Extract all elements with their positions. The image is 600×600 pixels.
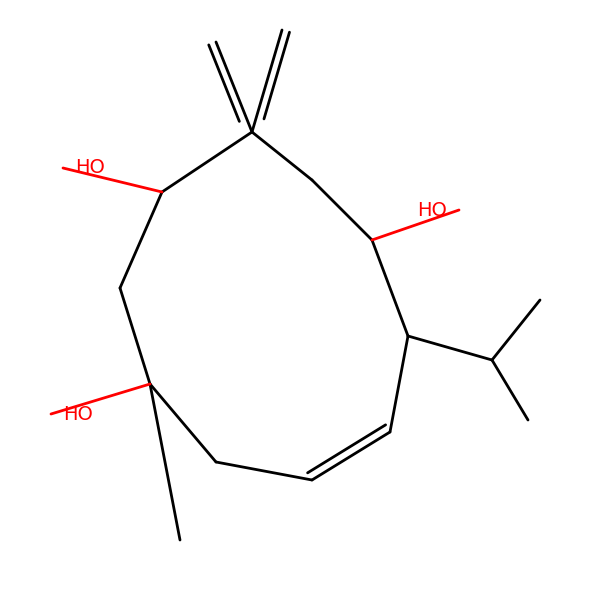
Text: HO: HO xyxy=(417,200,447,220)
Text: HO: HO xyxy=(75,158,105,178)
Text: HO: HO xyxy=(63,404,93,424)
